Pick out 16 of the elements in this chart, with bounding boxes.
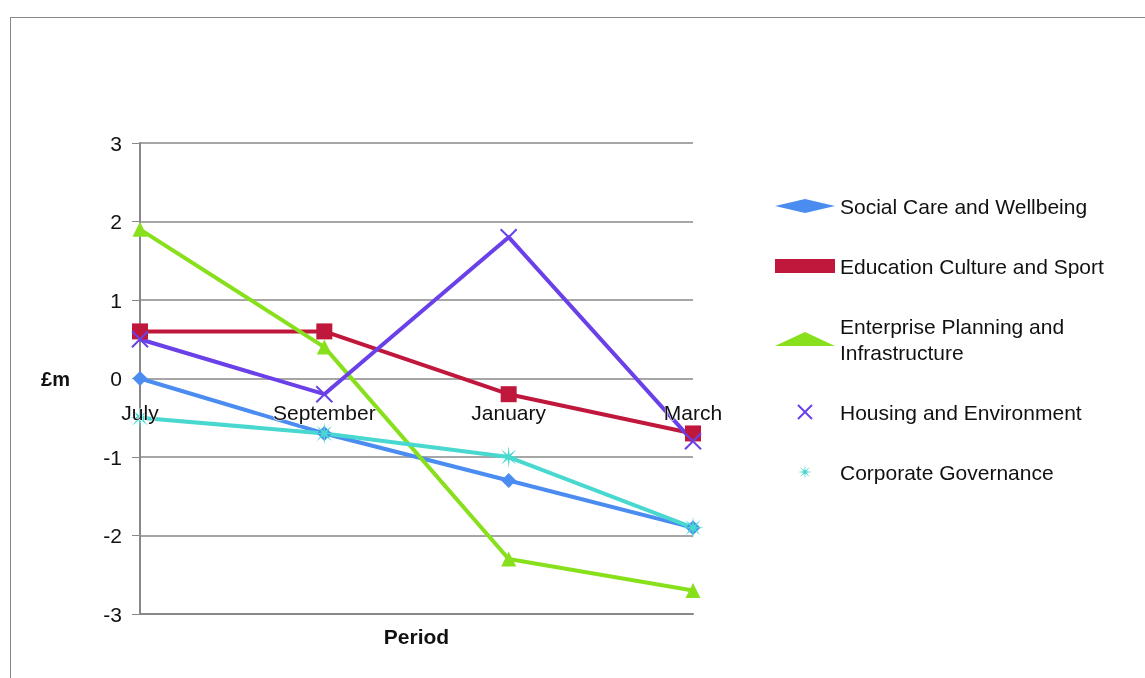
- y-tick-label: -1: [103, 445, 122, 469]
- x-tick-label: January: [471, 401, 547, 424]
- x-tick-label: September: [272, 401, 376, 424]
- legend-label: Corporate Governance: [840, 460, 1054, 484]
- x-axis-title: Period: [383, 625, 450, 648]
- legend-label: Housing and Environment: [840, 400, 1082, 424]
- y-tick-label: -2: [103, 524, 122, 547]
- legend-label: Enterprise Planning and Infrastructure: [840, 314, 1070, 364]
- y-tick-label: -3: [103, 602, 122, 626]
- y-axis-title: £m: [41, 367, 70, 390]
- legend-label: Social Care and Wellbeing: [840, 194, 1088, 218]
- legend-label: Education Culture and Sport: [840, 254, 1104, 278]
- y-tick-label: 2: [110, 210, 122, 233]
- y-tick-label: 1: [110, 288, 122, 312]
- y-tick-label: 0: [110, 367, 122, 390]
- y-tick-label: 3: [110, 131, 122, 155]
